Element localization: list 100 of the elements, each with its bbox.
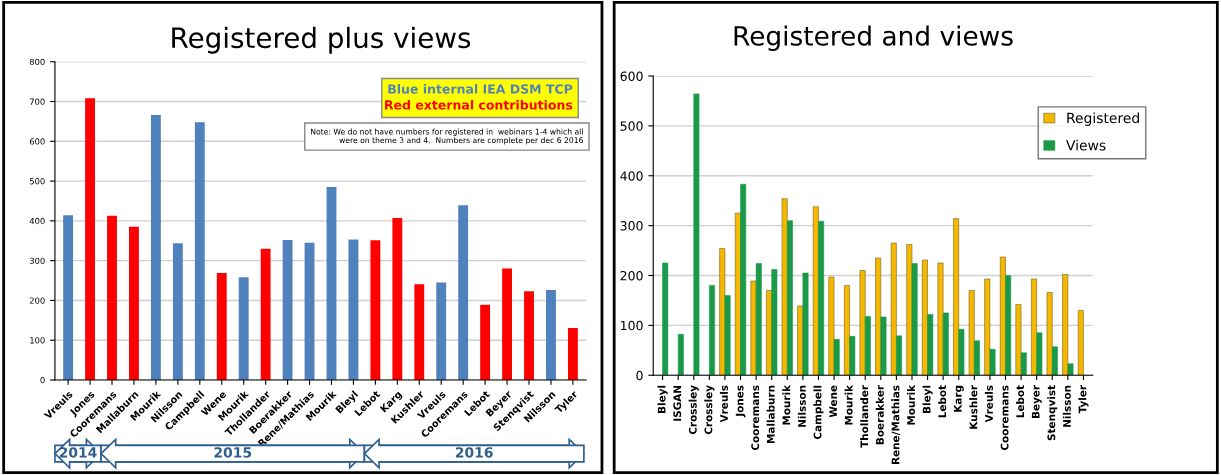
bar [1031,278,1037,376]
bar [107,215,117,380]
bar [896,335,902,376]
bar [63,215,74,380]
y-tick-label: 100 [621,320,643,331]
y-tick-label: 500 [620,121,643,131]
text: 2014 [59,447,97,458]
bar [304,242,315,380]
annotation: Blue internal IEA DSM TCP [388,84,573,94]
y-tick-label: 300 [29,257,45,264]
bar [911,263,918,376]
y-tick-label: 100 [30,337,45,344]
x-tick-label: Wene [829,385,838,418]
bar [458,205,469,380]
y-tick-label: 300 [620,221,643,231]
bar [150,115,161,380]
x-tick-label: Jones [735,385,746,418]
text: 2016 [455,447,493,458]
x-tick-label: Vreuls [719,385,728,423]
bar [880,316,887,376]
y-tick-label: 400 [29,217,45,225]
x-tick-label: Cooremans [1000,385,1009,451]
bar [864,316,871,376]
bar [787,220,793,376]
bar [567,327,578,380]
bar [974,340,980,376]
bar [1046,292,1053,376]
bar [771,269,778,376]
bar [859,270,866,376]
bar [828,276,835,376]
bar [238,277,249,380]
bar [1067,363,1074,376]
x-tick-label: Stenqvist [1047,385,1058,441]
bar [282,239,293,380]
bar [719,248,726,376]
bar [968,290,975,376]
bar [326,187,337,380]
x-tick-label: Mallaburn [766,385,775,444]
x-tick-label: ISGAN [673,385,682,421]
bar [937,262,944,376]
x-tick-label: Kushler [969,385,978,429]
bar [849,336,856,376]
y-tick-label: 600 [29,138,45,145]
x-tick-label: Mourik [782,384,791,425]
bar [502,268,513,380]
x-tick-label: Boerakker [875,385,884,445]
bar [1077,310,1084,376]
y-tick-label: 200 [620,270,643,281]
x-tick-label: Rene/Mathias [891,385,901,464]
bar [480,304,491,380]
x-tick-label: Campbell [813,385,824,440]
bar [85,98,95,380]
bar [693,93,700,376]
bar [989,349,996,376]
x-tick-label: Lebot [938,385,947,418]
x-tick-label: Crossley [688,385,699,435]
bar [1036,332,1043,376]
bar [833,339,840,376]
y-tick-label: 700 [30,98,45,105]
bar [818,220,825,376]
x-tick-label: Mourik [844,384,853,425]
bar [392,218,403,380]
x-tick-label: Thollander [860,385,869,448]
bar [260,248,271,380]
bar [662,262,669,376]
bar [958,329,965,376]
bar [724,295,731,376]
x-tick-label: Crossley [704,385,715,435]
bar [953,218,960,376]
annotation: Red external contributions [385,99,573,110]
bar [370,240,381,380]
bar [942,312,949,376]
bar [890,242,897,376]
bar [1015,304,1022,376]
x-tick-label: Cooremans [751,385,760,451]
x-tick-label: Mourik [906,384,916,425]
chart-title: Registered and views [734,25,1013,51]
bar [709,285,715,376]
bar [844,285,850,376]
y-tick-label: 0 [636,370,643,381]
x-tick-label: Bleyl [922,385,933,413]
bar [216,272,227,380]
bar [172,243,183,380]
bar [927,314,934,376]
y-tick-label: 400 [620,171,643,181]
legend-label: Views [1066,139,1106,151]
bar [1005,275,1012,376]
bar [906,244,913,376]
x-tick-label: Karg [953,385,964,412]
bar [755,263,762,376]
bar [348,239,359,380]
bar [1020,352,1027,376]
bar [129,226,139,380]
bar [921,259,928,376]
bar [1062,274,1069,376]
bar [802,272,809,376]
bar [194,122,205,380]
bar [984,278,991,376]
chart-title: Registered plus views [172,26,471,54]
x-tick-label: Beyer [1031,385,1042,419]
